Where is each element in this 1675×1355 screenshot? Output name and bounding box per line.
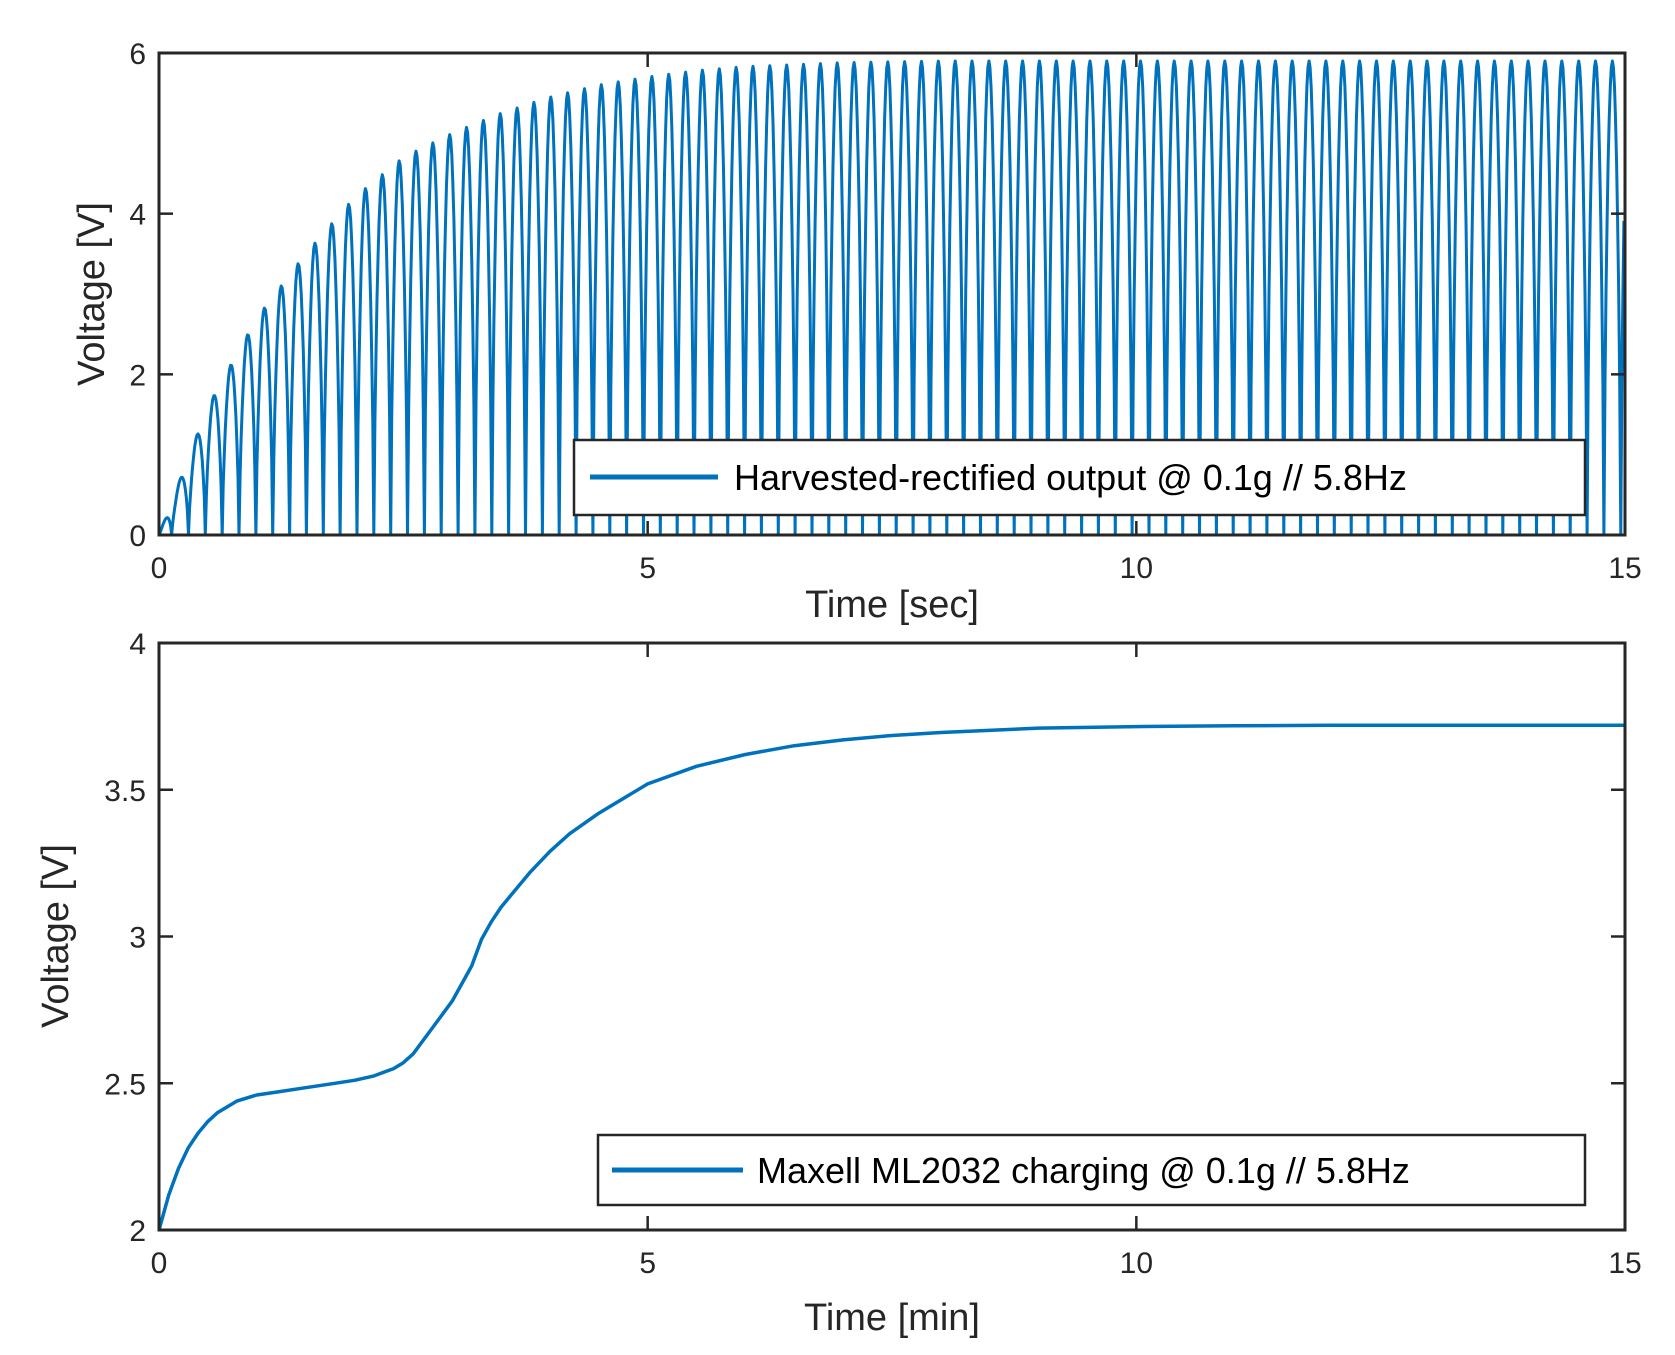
top-y-tick-label: 2 bbox=[129, 359, 146, 392]
bottom-x-tick-label: 0 bbox=[151, 1247, 168, 1280]
bottom-x-tick-label: 10 bbox=[1120, 1247, 1153, 1280]
top-x-tick-label: 15 bbox=[1608, 552, 1641, 585]
top-x-tick-label: 5 bbox=[639, 552, 656, 585]
bottom-y-tick-label: 3.5 bbox=[104, 775, 146, 808]
bottom-legend: Maxell ML2032 charging @ 0.1g // 5.8Hz bbox=[596, 1133, 1587, 1207]
bottom-x-tick-label: 15 bbox=[1608, 1247, 1641, 1280]
top-x-tick-label: 0 bbox=[151, 552, 168, 585]
bottom-x-tick-label: 5 bbox=[639, 1247, 656, 1280]
bottom-y-tick-label: 4 bbox=[129, 628, 146, 661]
harvested-output-line bbox=[159, 59, 1625, 535]
battery-charging-line bbox=[159, 723, 1625, 1230]
bottom-y-tick-label: 2 bbox=[129, 1215, 146, 1248]
bottom-x-axis-label: Time [min] bbox=[804, 1297, 980, 1339]
bottom-y-axis-label: Voltage [V] bbox=[35, 844, 77, 1028]
battery-charging-chart: 0 5 10 15 2 2.5 3 3.5 4 Time [min] Voltage [V] M… bbox=[35, 628, 1642, 1339]
top-y-axis-label: Voltage [V] bbox=[71, 202, 113, 386]
top-y-tick-label: 4 bbox=[129, 199, 146, 232]
top-y-tick-label: 6 bbox=[129, 38, 146, 71]
harvested-output-chart: 0 5 10 15 0 2 4 6 Time [sec] Voltage [V] Harves… bbox=[71, 38, 1642, 626]
bottom-y-tick-label: 2.5 bbox=[104, 1068, 146, 1101]
bottom-legend-box bbox=[596, 1133, 1587, 1207]
top-y-tick-label: 0 bbox=[129, 520, 146, 553]
top-plot-frame bbox=[157, 51, 1627, 537]
battery-charging-series-group bbox=[159, 723, 1625, 1230]
top-x-axis-label: Time [sec] bbox=[805, 584, 979, 626]
bottom-y-tick-label: 3 bbox=[129, 922, 146, 955]
top-ticks: 0 5 10 15 0 2 4 6 bbox=[129, 38, 1641, 585]
bottom-legend-label: Maxell ML2032 charging @ 0.1g // 5.8Hz bbox=[757, 1150, 1410, 1191]
top-x-tick-label: 10 bbox=[1120, 552, 1153, 585]
top-legend-box bbox=[572, 438, 1587, 517]
top-legend-label: Harvested-rectified output @ 0.1g // 5.8… bbox=[734, 457, 1407, 498]
harvested-output-series-group bbox=[159, 59, 1625, 535]
top-legend: Harvested-rectified output @ 0.1g // 5.8… bbox=[572, 438, 1587, 517]
bottom-ticks: 0 5 10 15 2 2.5 3 3.5 4 bbox=[104, 628, 1641, 1280]
